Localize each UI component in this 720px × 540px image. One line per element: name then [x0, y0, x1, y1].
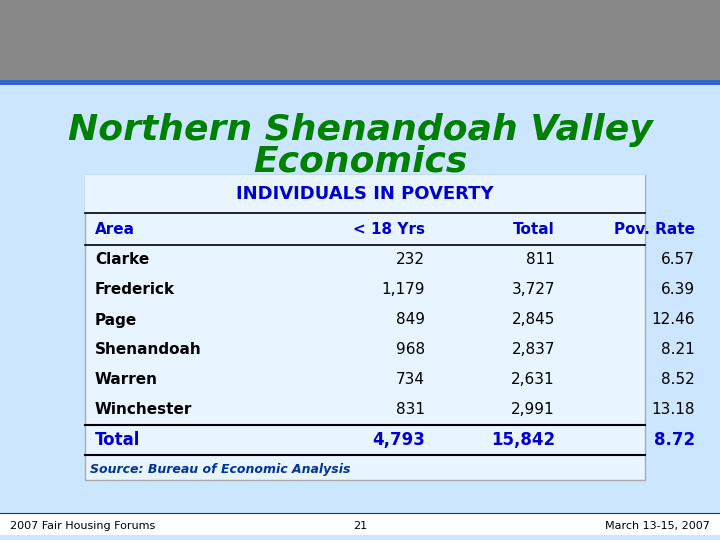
Text: 8.52: 8.52: [661, 373, 695, 388]
FancyBboxPatch shape: [0, 80, 720, 85]
Text: Total: Total: [95, 431, 140, 449]
Text: < 18 Yrs: < 18 Yrs: [353, 221, 425, 237]
Text: INDIVIDUALS IN POVERTY: INDIVIDUALS IN POVERTY: [236, 185, 494, 203]
Text: Economics: Economics: [253, 145, 467, 179]
Text: 2,631: 2,631: [511, 373, 555, 388]
FancyBboxPatch shape: [85, 175, 645, 480]
Text: 2007 Fair Housing Forums: 2007 Fair Housing Forums: [10, 521, 156, 531]
Text: Clarke: Clarke: [95, 253, 149, 267]
Text: 15,842: 15,842: [491, 431, 555, 449]
FancyBboxPatch shape: [0, 82, 720, 90]
Text: 2,991: 2,991: [511, 402, 555, 417]
Text: 2,845: 2,845: [512, 313, 555, 327]
Text: 8.72: 8.72: [654, 431, 695, 449]
FancyBboxPatch shape: [0, 0, 720, 80]
Text: Shenandoah: Shenandoah: [95, 342, 202, 357]
Text: Source: Bureau of Economic Analysis: Source: Bureau of Economic Analysis: [90, 463, 351, 476]
Text: 6.39: 6.39: [661, 282, 695, 298]
Text: 21: 21: [353, 521, 367, 531]
Text: 831: 831: [396, 402, 425, 417]
Text: Total: Total: [513, 221, 555, 237]
FancyBboxPatch shape: [0, 513, 720, 535]
Text: 968: 968: [396, 342, 425, 357]
Text: Warren: Warren: [95, 373, 158, 388]
Text: 2,837: 2,837: [511, 342, 555, 357]
Text: 4,793: 4,793: [372, 431, 425, 449]
Text: 232: 232: [396, 253, 425, 267]
Text: 849: 849: [396, 313, 425, 327]
Text: 6.57: 6.57: [661, 253, 695, 267]
Text: 1,179: 1,179: [382, 282, 425, 298]
Text: 734: 734: [396, 373, 425, 388]
Text: 3,727: 3,727: [511, 282, 555, 298]
FancyBboxPatch shape: [0, 85, 720, 515]
Text: 12.46: 12.46: [652, 313, 695, 327]
Text: Frederick: Frederick: [95, 282, 175, 298]
Text: 13.18: 13.18: [652, 402, 695, 417]
Text: Area: Area: [95, 221, 135, 237]
Text: Winchester: Winchester: [95, 402, 192, 417]
FancyBboxPatch shape: [85, 175, 645, 213]
Text: Page: Page: [95, 313, 138, 327]
Text: 811: 811: [526, 253, 555, 267]
Text: 8.21: 8.21: [661, 342, 695, 357]
Text: March 13-15, 2007: March 13-15, 2007: [605, 521, 710, 531]
Text: Northern Shenandoah Valley: Northern Shenandoah Valley: [68, 113, 652, 147]
Text: Pov. Rate: Pov. Rate: [614, 221, 695, 237]
